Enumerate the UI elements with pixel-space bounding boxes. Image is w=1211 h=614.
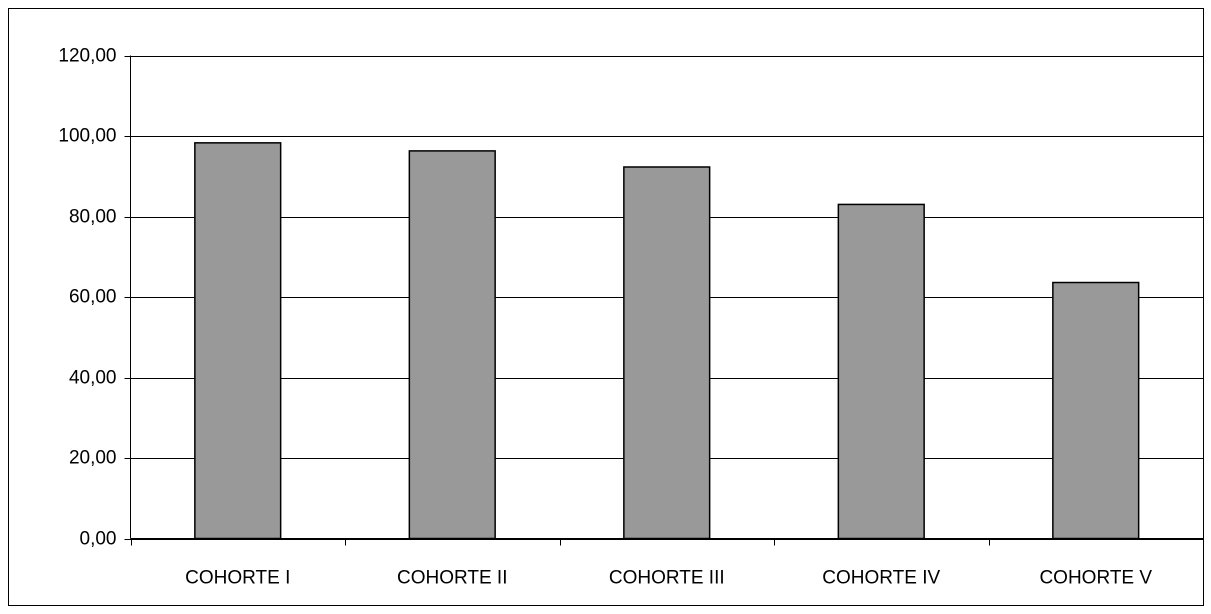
x-tick-label: COHORTE I [185,568,290,589]
bar [623,166,711,540]
x-tick-label: COHORTE IV [822,568,940,589]
y-tick-label: 60,00 [69,287,117,308]
y-tick-label: 40,00 [69,368,117,389]
x-tick-label: COHORTE II [397,568,508,589]
bar [837,203,925,540]
chart-border [8,8,1204,606]
x-tick-label: COHORTE V [1039,568,1152,589]
x-tick-label: COHORTE III [609,568,725,589]
y-tick-label: 20,00 [69,448,117,469]
bar [1052,281,1140,540]
bar [194,142,282,540]
y-tick-label: 0,00 [80,529,117,550]
y-tick-label: 120,00 [58,46,116,67]
y-tick-label: 100,00 [58,126,116,147]
bar [408,150,496,540]
y-tick-label: 80,00 [69,207,117,228]
